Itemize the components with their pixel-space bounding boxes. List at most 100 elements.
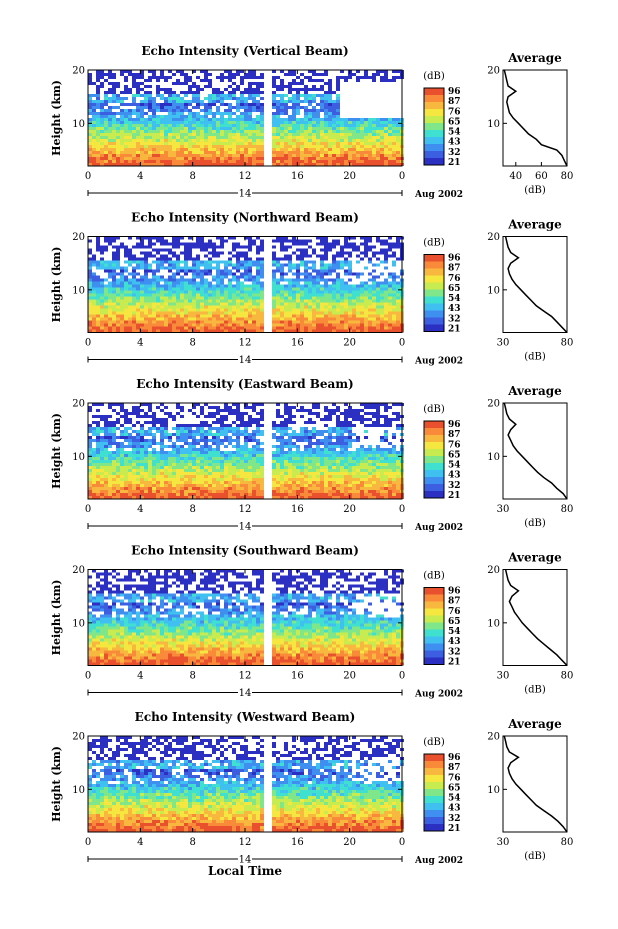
colorbar-tick-label: 43 [448, 304, 461, 314]
average-frame [502, 69, 568, 167]
colorbar-swatch [424, 601, 444, 609]
colorbar-swatch [424, 484, 444, 492]
x-tick-label: 20 [343, 338, 356, 349]
colorbar-swatch [424, 303, 444, 311]
average-frame [502, 735, 568, 833]
day-label: 14 [239, 522, 252, 533]
colorbar-tick-label: 43 [448, 471, 461, 481]
average-profile-line [503, 735, 568, 833]
y-axis-label: Height (km) [50, 580, 63, 656]
avg-y-tick-label: 10 [487, 785, 500, 796]
average-frame [502, 236, 568, 333]
average-profile-line [504, 236, 568, 334]
panel-title: Echo Intensity (Southward Beam) [131, 544, 359, 558]
colorbar-swatch [424, 275, 444, 283]
avg-y-tick-label: 10 [487, 285, 500, 296]
x-tick-label: 20 [343, 171, 356, 182]
avg-x-tick-label: 40 [509, 171, 522, 182]
colorbar-swatch [424, 810, 444, 818]
colorbar-tick-label: 32 [448, 314, 461, 324]
x-tick-label: 16 [291, 504, 304, 515]
avg-y-tick-label: 20 [487, 399, 500, 410]
colorbar-frame [423, 587, 445, 665]
colorbar-swatch [424, 442, 444, 450]
average-title: Average [507, 51, 562, 65]
colorbar-swatch [424, 761, 444, 769]
y-tick-label: 10 [72, 119, 85, 130]
y-tick-label: 20 [72, 565, 85, 576]
avg-x-tick-label: 30 [497, 671, 510, 682]
colorbar-swatch [424, 317, 444, 325]
average-title: Average [507, 717, 562, 731]
colorbar-tick-label: 32 [448, 148, 461, 158]
y-tick-label: 20 [72, 732, 85, 743]
colorbar-swatch [424, 587, 444, 595]
y-axis-label: Height (km) [50, 80, 63, 156]
colorbar-tick-label: 54 [448, 794, 461, 804]
day-label: 14 [239, 855, 252, 866]
average-profile-line [503, 69, 568, 167]
colorbar-swatch [424, 95, 444, 103]
heatmap [88, 403, 404, 499]
colorbar-swatch [424, 116, 444, 124]
avg-y-tick-label: 10 [487, 618, 500, 629]
y-axis-label: Height (km) [50, 746, 63, 822]
colorbar-tick-label: 96 [448, 587, 461, 597]
x-tick-label: 0 [399, 338, 405, 349]
heatmap [88, 569, 404, 666]
colorbar-tick-label: 32 [448, 647, 461, 657]
colorbar-label: (dB) [423, 238, 445, 249]
y-axis-label: Height (km) [50, 247, 63, 323]
colorbar-tick-label: 96 [448, 254, 461, 264]
colorbar-tick-label: 54 [448, 461, 461, 471]
colorbar-swatch [424, 796, 444, 804]
colorbar-swatch [424, 123, 444, 131]
colorbar-swatch [424, 324, 444, 332]
y-tick-label: 10 [72, 452, 85, 463]
colorbar-tick-label: 32 [448, 814, 461, 824]
x-tick-label: 16 [291, 671, 304, 682]
x-tick-label: 20 [343, 671, 356, 682]
y-tick-label: 10 [72, 618, 85, 629]
colorbar-swatch [424, 144, 444, 152]
x-tick-label: 0 [85, 171, 91, 182]
x-tick-label: 16 [291, 338, 304, 349]
colorbar-tick-label: 54 [448, 627, 461, 637]
average-profile-line [504, 569, 568, 667]
x-tick-label: 12 [239, 504, 252, 515]
avg-x-tick-label: 80 [561, 837, 574, 848]
avg-y-tick-label: 20 [487, 232, 500, 243]
x-tick-label: 4 [137, 504, 143, 515]
y-tick-label: 10 [72, 285, 85, 296]
colorbar-tick-label: 96 [448, 753, 461, 763]
x-tick-label: 12 [239, 171, 252, 182]
colorbar-tick-label: 32 [448, 481, 461, 491]
y-tick-label: 20 [72, 232, 85, 243]
avg-x-axis-label: (dB) [524, 851, 546, 862]
x-tick-label: 4 [137, 671, 143, 682]
colorbar-swatch [424, 456, 444, 464]
avg-x-axis-label: (dB) [524, 185, 546, 196]
colorbar-swatch [424, 289, 444, 297]
colorbar-frame [423, 753, 445, 832]
colorbar-tick-label: 54 [448, 128, 461, 138]
colorbar-tick-label: 96 [448, 420, 461, 430]
y-axis-label: Height (km) [50, 413, 63, 489]
avg-x-tick-label: 80 [561, 504, 574, 515]
heatmap [88, 736, 404, 832]
heatmap [88, 236, 404, 333]
average-title: Average [507, 551, 562, 565]
colorbar-tick-label: 87 [448, 597, 461, 607]
panel-title: Echo Intensity (Eastward Beam) [136, 377, 353, 391]
colorbar-swatch [424, 817, 444, 825]
x-tick-label: 12 [239, 837, 252, 848]
colorbar-tick-label: 43 [448, 637, 461, 647]
colorbar-swatch [424, 657, 444, 665]
colorbar-swatch [424, 151, 444, 159]
colorbar-swatch [424, 296, 444, 304]
day-label: 14 [239, 189, 252, 200]
colorbar-swatch [424, 310, 444, 318]
colorbar-swatch [424, 449, 444, 457]
colorbar-swatch [424, 629, 444, 637]
colorbar-swatch [424, 137, 444, 145]
